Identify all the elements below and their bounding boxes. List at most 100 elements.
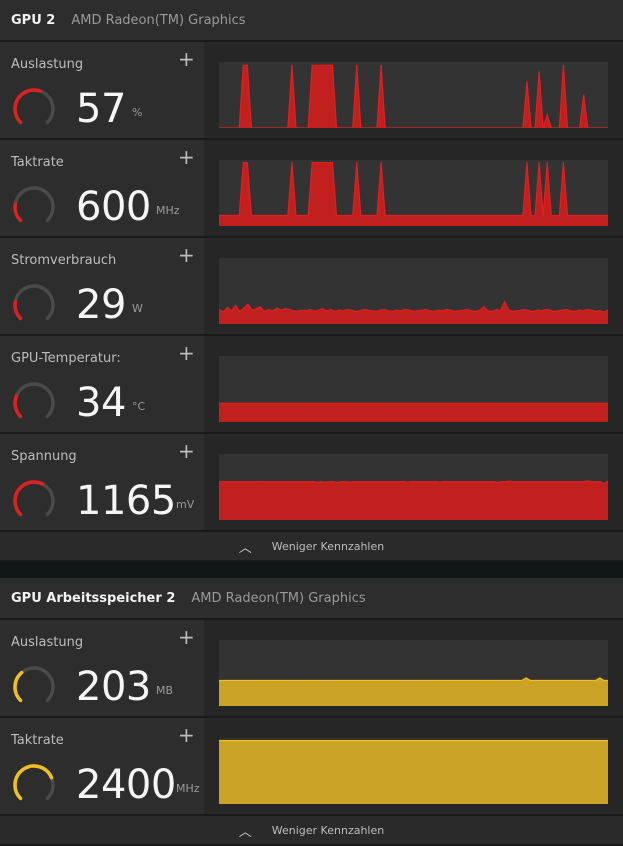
- plus-icon[interactable]: +: [178, 439, 195, 463]
- chart-point: [292, 740, 294, 742]
- chart-area: [219, 301, 608, 324]
- chart-point: [263, 310, 266, 313]
- chart-point: [335, 127, 338, 128]
- chart-point: [388, 127, 390, 128]
- chart-point: [361, 480, 363, 483]
- chart-point: [308, 481, 310, 483]
- chart-point: [518, 402, 520, 404]
- chart-point: [493, 402, 496, 404]
- chart-point: [416, 402, 419, 404]
- chart-point: [226, 402, 228, 404]
- chart-point: [582, 310, 584, 312]
- chart-point: [375, 310, 377, 313]
- chart-point: [275, 402, 277, 404]
- chart-point: [591, 679, 593, 682]
- chart-point: [364, 402, 366, 404]
- chart-point: [364, 214, 366, 217]
- plus-icon[interactable]: +: [178, 47, 195, 71]
- chart-point: [234, 740, 236, 742]
- chart-point: [250, 214, 253, 217]
- chart-point: [267, 740, 269, 742]
- chart-point: [550, 127, 552, 128]
- chart-point: [525, 740, 527, 742]
- chart-point: [371, 310, 373, 312]
- chart-point: [361, 679, 363, 682]
- chart-point: [554, 481, 556, 483]
- plus-icon[interactable]: +: [178, 145, 195, 169]
- chart-point: [283, 740, 286, 742]
- chart-point: [328, 740, 331, 742]
- chart-point: [450, 309, 452, 311]
- chart-point: [222, 679, 224, 682]
- metric-row: Auslastung +57%: [0, 42, 623, 140]
- chart-point: [558, 214, 560, 217]
- chart-point: [258, 214, 261, 217]
- chart-point: [412, 310, 415, 313]
- chart-point: [238, 127, 240, 128]
- chart-point: [489, 127, 492, 128]
- chart-point: [307, 127, 309, 128]
- gauge-icon: [11, 478, 57, 524]
- chart-point: [312, 740, 314, 742]
- chart-point: [296, 679, 298, 682]
- fewer-metrics-label: Weniger Kennzahlen: [271, 539, 385, 553]
- chart-point: [319, 162, 321, 164]
- chart-point: [476, 679, 478, 682]
- chart-point: [330, 308, 332, 311]
- chart-point: [390, 679, 392, 682]
- fewer-metrics-button[interactable]: ︿ Weniger Kennzahlen: [0, 532, 623, 562]
- chart-point: [599, 310, 601, 312]
- chart-point: [500, 740, 503, 742]
- plus-icon[interactable]: +: [178, 243, 195, 267]
- chart-point: [307, 214, 309, 217]
- chart-point: [254, 214, 257, 217]
- chart-point: [238, 402, 240, 404]
- chart-point: [412, 214, 415, 217]
- chart-point: [267, 481, 269, 483]
- chart-point: [300, 679, 302, 682]
- chart-point: [320, 740, 322, 742]
- gauge-fill: [13, 480, 45, 517]
- chart-point: [226, 127, 228, 128]
- chart-point: [404, 402, 406, 404]
- chart-point: [352, 127, 354, 128]
- chart-point: [425, 402, 427, 404]
- chart-point: [522, 402, 524, 404]
- chart-point: [247, 679, 249, 682]
- fewer-metrics-label: Weniger Kennzahlen: [271, 823, 385, 837]
- chart-point: [296, 480, 298, 483]
- chart-area: [219, 403, 608, 422]
- chart-point: [386, 740, 388, 742]
- chart-point: [288, 679, 290, 682]
- chart-point: [481, 214, 483, 217]
- chart-point: [533, 679, 535, 682]
- chart-point: [388, 214, 390, 217]
- plus-icon[interactable]: +: [178, 723, 195, 747]
- chart-point: [517, 740, 519, 742]
- chart-point: [505, 481, 507, 483]
- chart-point: [226, 214, 228, 217]
- chart-point: [263, 480, 265, 483]
- chart-point: [328, 480, 331, 483]
- chart-point: [384, 214, 386, 217]
- chart-point: [461, 127, 463, 128]
- section-header: GPU 2 AMD Radeon(TM) Graphics: [0, 0, 623, 42]
- chart-point: [419, 480, 421, 483]
- chart-point: [545, 481, 548, 483]
- fewer-metrics-button[interactable]: ︿ Weniger Kennzahlen: [0, 816, 623, 846]
- chart-point: [437, 127, 439, 128]
- chart-point: [570, 127, 573, 128]
- chart-point: [292, 481, 294, 483]
- chart-point: [297, 310, 299, 313]
- metric-chart: [219, 738, 608, 804]
- chart-point: [341, 740, 343, 742]
- plus-icon[interactable]: +: [178, 341, 195, 365]
- chart-point: [308, 679, 310, 682]
- plus-icon[interactable]: +: [178, 625, 195, 649]
- chart-point: [524, 308, 526, 311]
- chart-point: [447, 740, 449, 742]
- chart-point: [335, 214, 338, 217]
- section-subtitle: AMD Radeon(TM) Graphics: [191, 590, 366, 606]
- chart-point: [446, 308, 448, 311]
- chart-point: [599, 480, 601, 483]
